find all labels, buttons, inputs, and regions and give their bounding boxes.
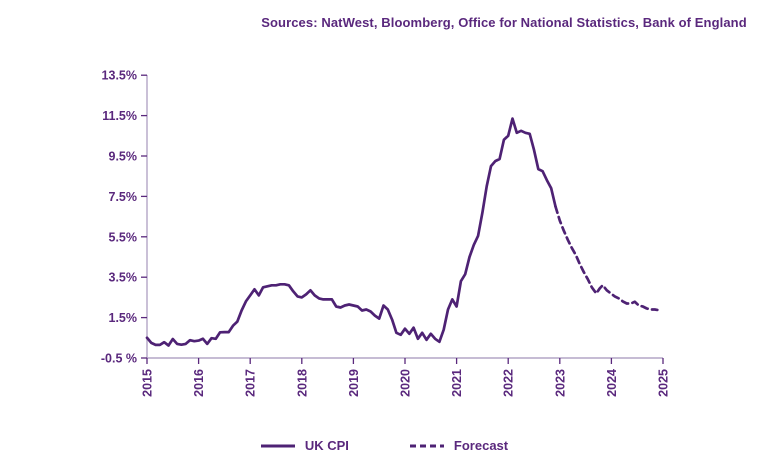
solid-line-swatch-icon: [260, 444, 295, 447]
y-tick-label: 5.5%: [109, 230, 138, 244]
x-tick-label: 2022: [502, 369, 516, 397]
y-tick-label: 3.5%: [109, 271, 138, 285]
legend-item-forecast: Forecast: [409, 438, 508, 453]
legend-label-uk-cpi: UK CPI: [304, 438, 349, 453]
y-tick-label: 13.5%: [102, 69, 137, 83]
dashed-line-swatch-icon: [409, 444, 444, 447]
legend-label-forecast: Forecast: [453, 438, 509, 453]
x-tick-label: 2015: [141, 369, 155, 397]
x-tick-label: 2024: [605, 369, 619, 397]
x-tick-label: 2019: [347, 369, 361, 397]
uk-cpi-solid-line: [145, 117, 557, 347]
x-tick-label: 2016: [192, 369, 206, 397]
y-tick-label: 1.5%: [109, 311, 138, 325]
y-tick-label: -0.5 %: [101, 352, 137, 366]
chart-legend: UK CPI Forecast: [0, 438, 768, 453]
x-tick-label: 2025: [657, 369, 671, 397]
chart-sources-title: Sources: NatWest, Bloomberg, Office for …: [261, 15, 747, 30]
x-tick-label: 2018: [295, 369, 309, 397]
y-tick-label: 11.5%: [102, 109, 137, 123]
y-tick-label: 9.5%: [109, 150, 138, 164]
x-tick-label: 2020: [399, 369, 413, 397]
x-tick-label: 2021: [450, 369, 464, 397]
forecast-dashed-line: [554, 205, 659, 312]
x-tick-label: 2017: [244, 369, 258, 397]
legend-item-uk-cpi: UK CPI: [260, 438, 349, 453]
y-tick-label: 7.5%: [109, 190, 138, 204]
x-tick-label: 2023: [553, 369, 567, 397]
